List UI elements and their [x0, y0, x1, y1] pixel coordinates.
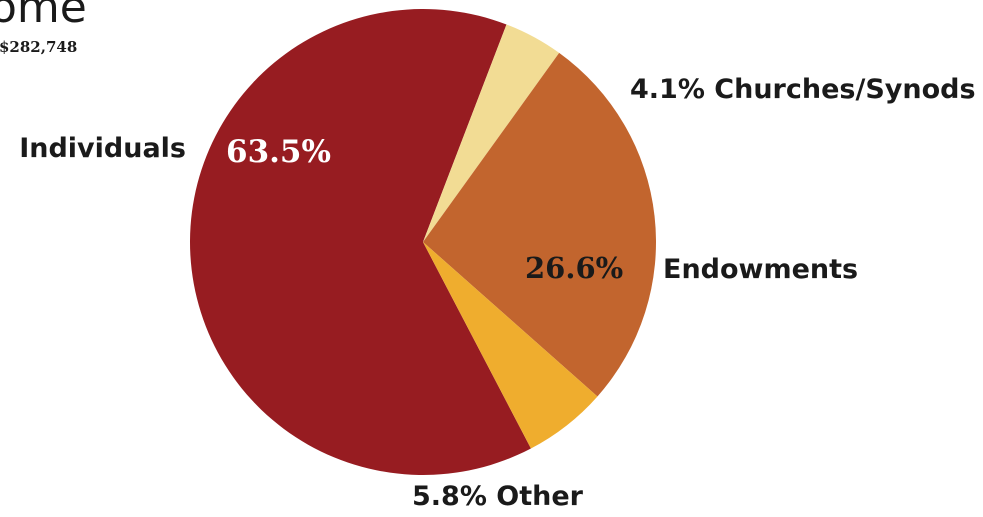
chart-title: ome — [0, 0, 87, 33]
label-endowments: Endowments — [663, 254, 858, 285]
data-label-endowments: 26.6% — [525, 251, 623, 285]
slice-endowments — [423, 52, 656, 397]
slice-individuals — [190, 8, 531, 476]
label-churches-synods: 4.1% Churches/Synods — [630, 74, 976, 105]
data-label-individuals: 63.5% — [226, 134, 331, 170]
label-individuals: Individuals — [19, 133, 186, 164]
slice-churches-synods — [423, 24, 560, 242]
label-other: 5.8% Other — [412, 481, 584, 512]
slice-other — [423, 242, 598, 449]
total-amount: $282,748 — [0, 38, 78, 56]
